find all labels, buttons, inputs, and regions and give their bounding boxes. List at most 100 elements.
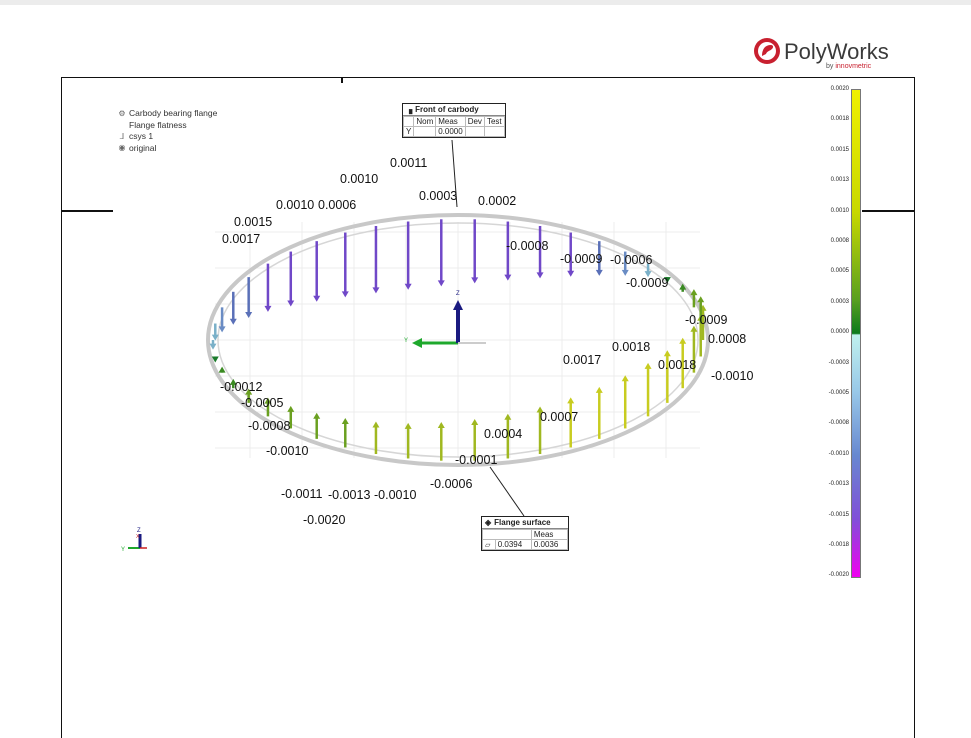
deviation-arrow [679,283,687,292]
deviation-arrow [644,362,652,417]
color-scale-label: -0.0008 [828,420,849,427]
origin-axes: Y Z [404,291,486,348]
callout-leaders [451,139,525,517]
color-scale-label: -0.0018 [828,542,849,548]
coordinate-system-icon: ⅃ [119,131,125,141]
left-divider [61,210,113,212]
deviation-label: 0.0004 [484,427,522,441]
deviation-arrow [209,340,217,350]
deviation-arrow [663,277,671,284]
tree-item-carbody-flange[interactable]: ⚙ Carbody bearing flange [118,108,218,118]
deviation-arrow [245,277,253,318]
color-scale-label: -0.0005 [828,390,849,396]
surface-icon: ◈ [485,518,492,527]
deviation-label: 0.0007 [540,410,578,424]
color-scale-label: 0.0013 [830,177,849,184]
mesh-icon: ◉ [118,143,126,153]
deviation-label: -0.0008 [506,239,548,253]
deviation-arrow [245,388,253,403]
deviation-label: -0.0009 [560,252,602,266]
deviation-arrow [690,325,698,373]
deviation-arrow [211,356,219,363]
deviation-arrow [697,296,705,324]
svg-text:Z: Z [137,528,141,534]
color-scale-label: 0.0000 [830,329,849,336]
deviation-arrow [372,421,380,455]
deviation-arrow [287,251,295,307]
feature-tree: ⚙ Carbody bearing flange Flange flatness … [118,108,217,154]
polyworks-logo-icon [754,38,780,64]
tree-item-flatness[interactable]: Flange flatness [129,119,187,130]
color-scale-label: 0.0008 [830,238,849,244]
deviation-arrow [536,225,544,279]
color-scale-label: 0.0010 [830,207,849,214]
deviation-arrow [218,307,226,333]
deviation-label: -0.0010 [711,369,753,383]
feature-icon: ⚙ [118,108,126,118]
deviation-label: -0.0008 [248,419,290,433]
tree-item-csys[interactable]: ⅃ csys 1 [119,131,154,141]
deviation-arrow [211,323,219,341]
deviation-label: 0.0003 [419,189,457,203]
frame-tick [341,77,343,83]
color-scale-label: -0.0020 [828,572,849,579]
deviation-label: 0.0018 [658,358,696,372]
tree-item-original[interactable]: ◉ original [118,142,157,153]
origin-z-label: Z [456,291,460,297]
deviation-label: -0.0010 [374,488,416,502]
color-scale-label: -0.0013 [828,481,849,488]
deviation-arrow [218,366,226,373]
color-scale-label: 0.0003 [830,298,849,305]
top-strip [0,0,971,5]
callout-flange-surface[interactable]: ◈ Flange surface Meas ▱ 0.0394 0.0036 [481,516,569,551]
deviation-arrow [341,418,349,448]
color-scale-label: 0.0015 [830,146,849,153]
color-scale-label: -0.0015 [828,511,849,518]
deviation-arrow [229,291,237,325]
deviation-arrow [229,378,237,389]
deviation-arrow [437,219,445,287]
deviation-label: -0.0013 [328,488,370,502]
svg-text:X: X [136,534,140,540]
deviation-arrow [313,412,321,439]
deviation-arrow [264,263,272,312]
svg-text:Y: Y [121,547,125,553]
deviation-label: 0.0010 [276,198,314,212]
origin-y-label: Y [404,338,408,344]
callout-front-of-carbody[interactable]: ▗ Front of carbody Nom Meas Dev Test Y 0.0… [402,103,506,138]
deviation-label: 0.0008 [708,332,746,346]
deviation-arrow [621,375,629,429]
deviation-label: -0.0006 [610,253,652,267]
color-scale-label: 0.0005 [830,268,849,275]
deviation-labels: 0.0011 0.0010 0.0003 0.0002 0.0010 0.0006 0.00… [220,156,753,527]
deviation-arrow [595,241,603,276]
deviation-arrow [287,405,295,429]
deviation-arrow [504,221,512,281]
deviation-label: -0.0020 [303,513,345,527]
plane-grid [215,222,700,458]
deviation-label: 0.0010 [340,172,378,186]
deviation-arrows [209,219,707,461]
orientation-triad: Y Z X [121,528,147,553]
deviation-arrow [372,225,380,294]
flange-ring-inner [217,222,699,458]
deviation-label: 0.0011 [390,156,427,170]
deviation-arrow [437,421,445,461]
deviation-arrow [504,413,512,459]
deviation-arrow [536,406,544,455]
deviation-arrow [341,232,349,298]
deviation-arrow [567,232,575,277]
deviation-arrow [471,219,479,284]
deviation-label: -0.0006 [430,477,472,491]
right-divider [862,210,914,212]
deviation-label: -0.0011 [281,487,323,501]
front-table: Nom Meas Dev Test Y 0.0000 [402,116,505,137]
brand-name: PolyWorks [784,39,889,64]
brand-byline: by innovmetric [826,63,872,70]
flange-table: Meas ▱ 0.0394 0.0036 [482,529,569,550]
deviation-arrow [621,251,629,276]
deviation-arrow [404,422,412,459]
color-scale-label: -0.0010 [828,450,849,457]
deviation-arrow [679,337,687,389]
